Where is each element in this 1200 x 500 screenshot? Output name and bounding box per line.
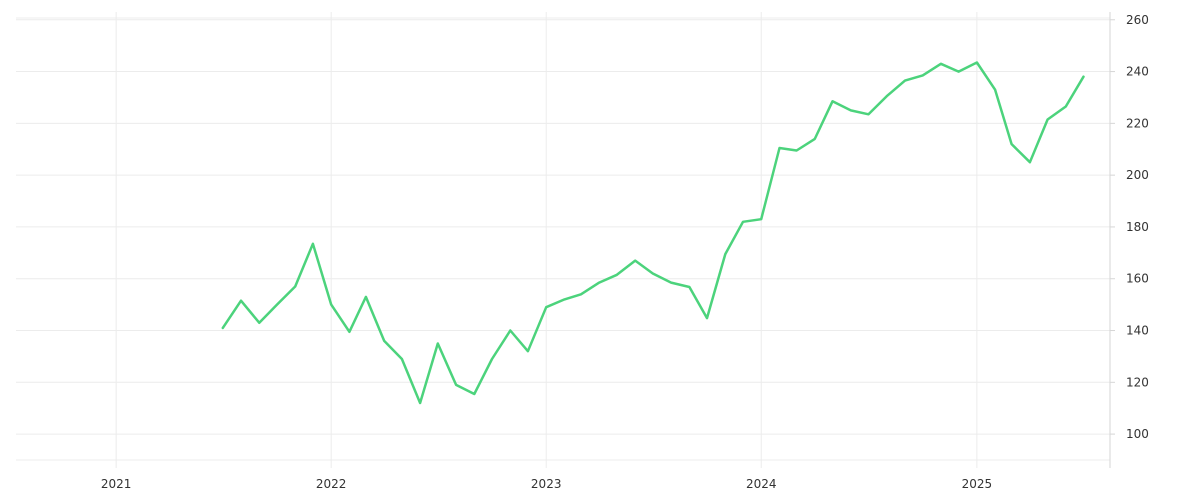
y-axis-tick-labels: 100 120 140 160 180 200 220 240 260 bbox=[1110, 13, 1149, 441]
x-tick-label: 2021 bbox=[101, 477, 132, 491]
y-tick-label: 160 bbox=[1126, 272, 1149, 286]
y-tick-label: 100 bbox=[1126, 427, 1149, 441]
x-tick-label: 2022 bbox=[316, 477, 347, 491]
y-tick-label: 200 bbox=[1126, 168, 1149, 182]
y-tick-label: 240 bbox=[1126, 65, 1149, 79]
x-tick-label: 2024 bbox=[746, 477, 777, 491]
x-gridlines bbox=[115, 12, 978, 468]
y-tick-label: 140 bbox=[1126, 324, 1149, 338]
y-tick-label: 180 bbox=[1126, 220, 1149, 234]
x-axis-tick-labels: 2021 2022 2023 2024 2025 bbox=[101, 477, 992, 491]
y-tick-label: 220 bbox=[1126, 116, 1149, 130]
series-line bbox=[221, 61, 1085, 405]
y-tick-label: 120 bbox=[1126, 375, 1149, 389]
y-tick-label: 260 bbox=[1126, 13, 1149, 27]
y-gridlines bbox=[16, 17, 1110, 461]
series-group bbox=[221, 61, 1085, 405]
x-tick-label: 2023 bbox=[531, 477, 562, 491]
x-tick-label: 2025 bbox=[962, 477, 993, 491]
